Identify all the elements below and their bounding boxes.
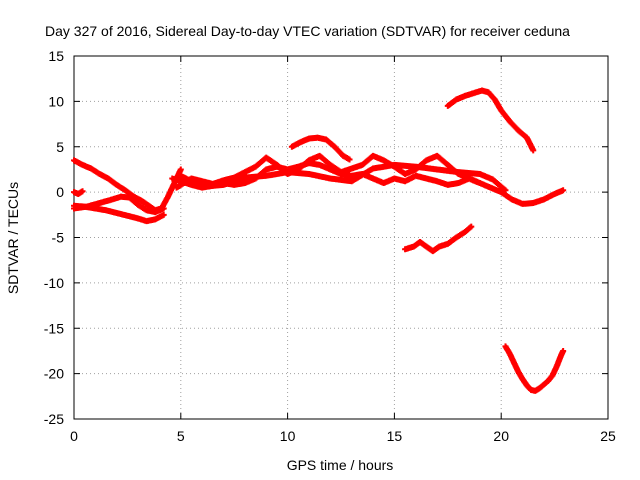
y-tick-label: -15 bbox=[44, 320, 64, 336]
data-point bbox=[560, 347, 567, 354]
y-tick-label: -5 bbox=[52, 230, 65, 246]
axis-ticks: 0 5 10 15 20 25 -25 -20 -15 -10 -5 0 5 10 15 bbox=[44, 48, 616, 444]
data-point bbox=[476, 180, 483, 187]
x-axis-label: GPS time / hours bbox=[287, 457, 394, 473]
data-point bbox=[530, 147, 537, 154]
y-axis-label: SDTVAR / TECUs bbox=[5, 182, 21, 294]
data-point-fill bbox=[371, 162, 396, 172]
data-point bbox=[160, 205, 167, 212]
y-tick-label: 15 bbox=[48, 48, 64, 64]
x-tick-label: 15 bbox=[387, 428, 403, 444]
x-tick-label: 20 bbox=[493, 428, 509, 444]
y-tick-label: -25 bbox=[44, 411, 64, 427]
data-point-fill bbox=[349, 166, 375, 184]
data-point bbox=[346, 156, 353, 163]
grid-lines bbox=[74, 56, 608, 419]
data-point-fill bbox=[307, 171, 332, 182]
y-tick-label: -20 bbox=[44, 366, 64, 382]
x-tick-label: 10 bbox=[280, 428, 296, 444]
x-tick-label: 0 bbox=[70, 428, 78, 444]
data-point-fill bbox=[76, 188, 85, 197]
series-arc-11 bbox=[502, 343, 567, 394]
data-point bbox=[502, 187, 509, 194]
data-point-fill bbox=[490, 177, 508, 193]
data-point bbox=[160, 211, 167, 218]
series-arc-8 bbox=[288, 134, 353, 163]
x-tick-label: 25 bbox=[600, 428, 616, 444]
data-point bbox=[177, 166, 184, 173]
data-point-fill bbox=[537, 382, 546, 391]
data-point-fill bbox=[414, 163, 439, 173]
y-tick-label: 0 bbox=[56, 184, 64, 200]
y-tick-label: 10 bbox=[48, 93, 64, 109]
x-tick-label: 5 bbox=[177, 428, 185, 444]
data-point-fill bbox=[558, 349, 566, 358]
data-point-fill bbox=[541, 378, 551, 387]
chart-title: Day 327 of 2016, Sidereal Day-to-day VTE… bbox=[45, 23, 570, 39]
data-point-fill bbox=[179, 173, 204, 189]
series-arc-9 bbox=[444, 87, 537, 154]
series-arc-7 bbox=[177, 161, 509, 194]
series-arc-10 bbox=[402, 223, 475, 255]
y-tick-label: 5 bbox=[56, 139, 64, 155]
data-point bbox=[468, 223, 475, 230]
data-point bbox=[560, 187, 567, 194]
series-arc-3 bbox=[71, 193, 167, 216]
data-layer bbox=[71, 87, 567, 394]
data-point-fill bbox=[435, 166, 461, 175]
series-arc-4 bbox=[71, 188, 86, 197]
y-tick-label: -10 bbox=[44, 275, 64, 291]
data-point bbox=[79, 188, 86, 195]
data-point-fill bbox=[533, 385, 542, 394]
